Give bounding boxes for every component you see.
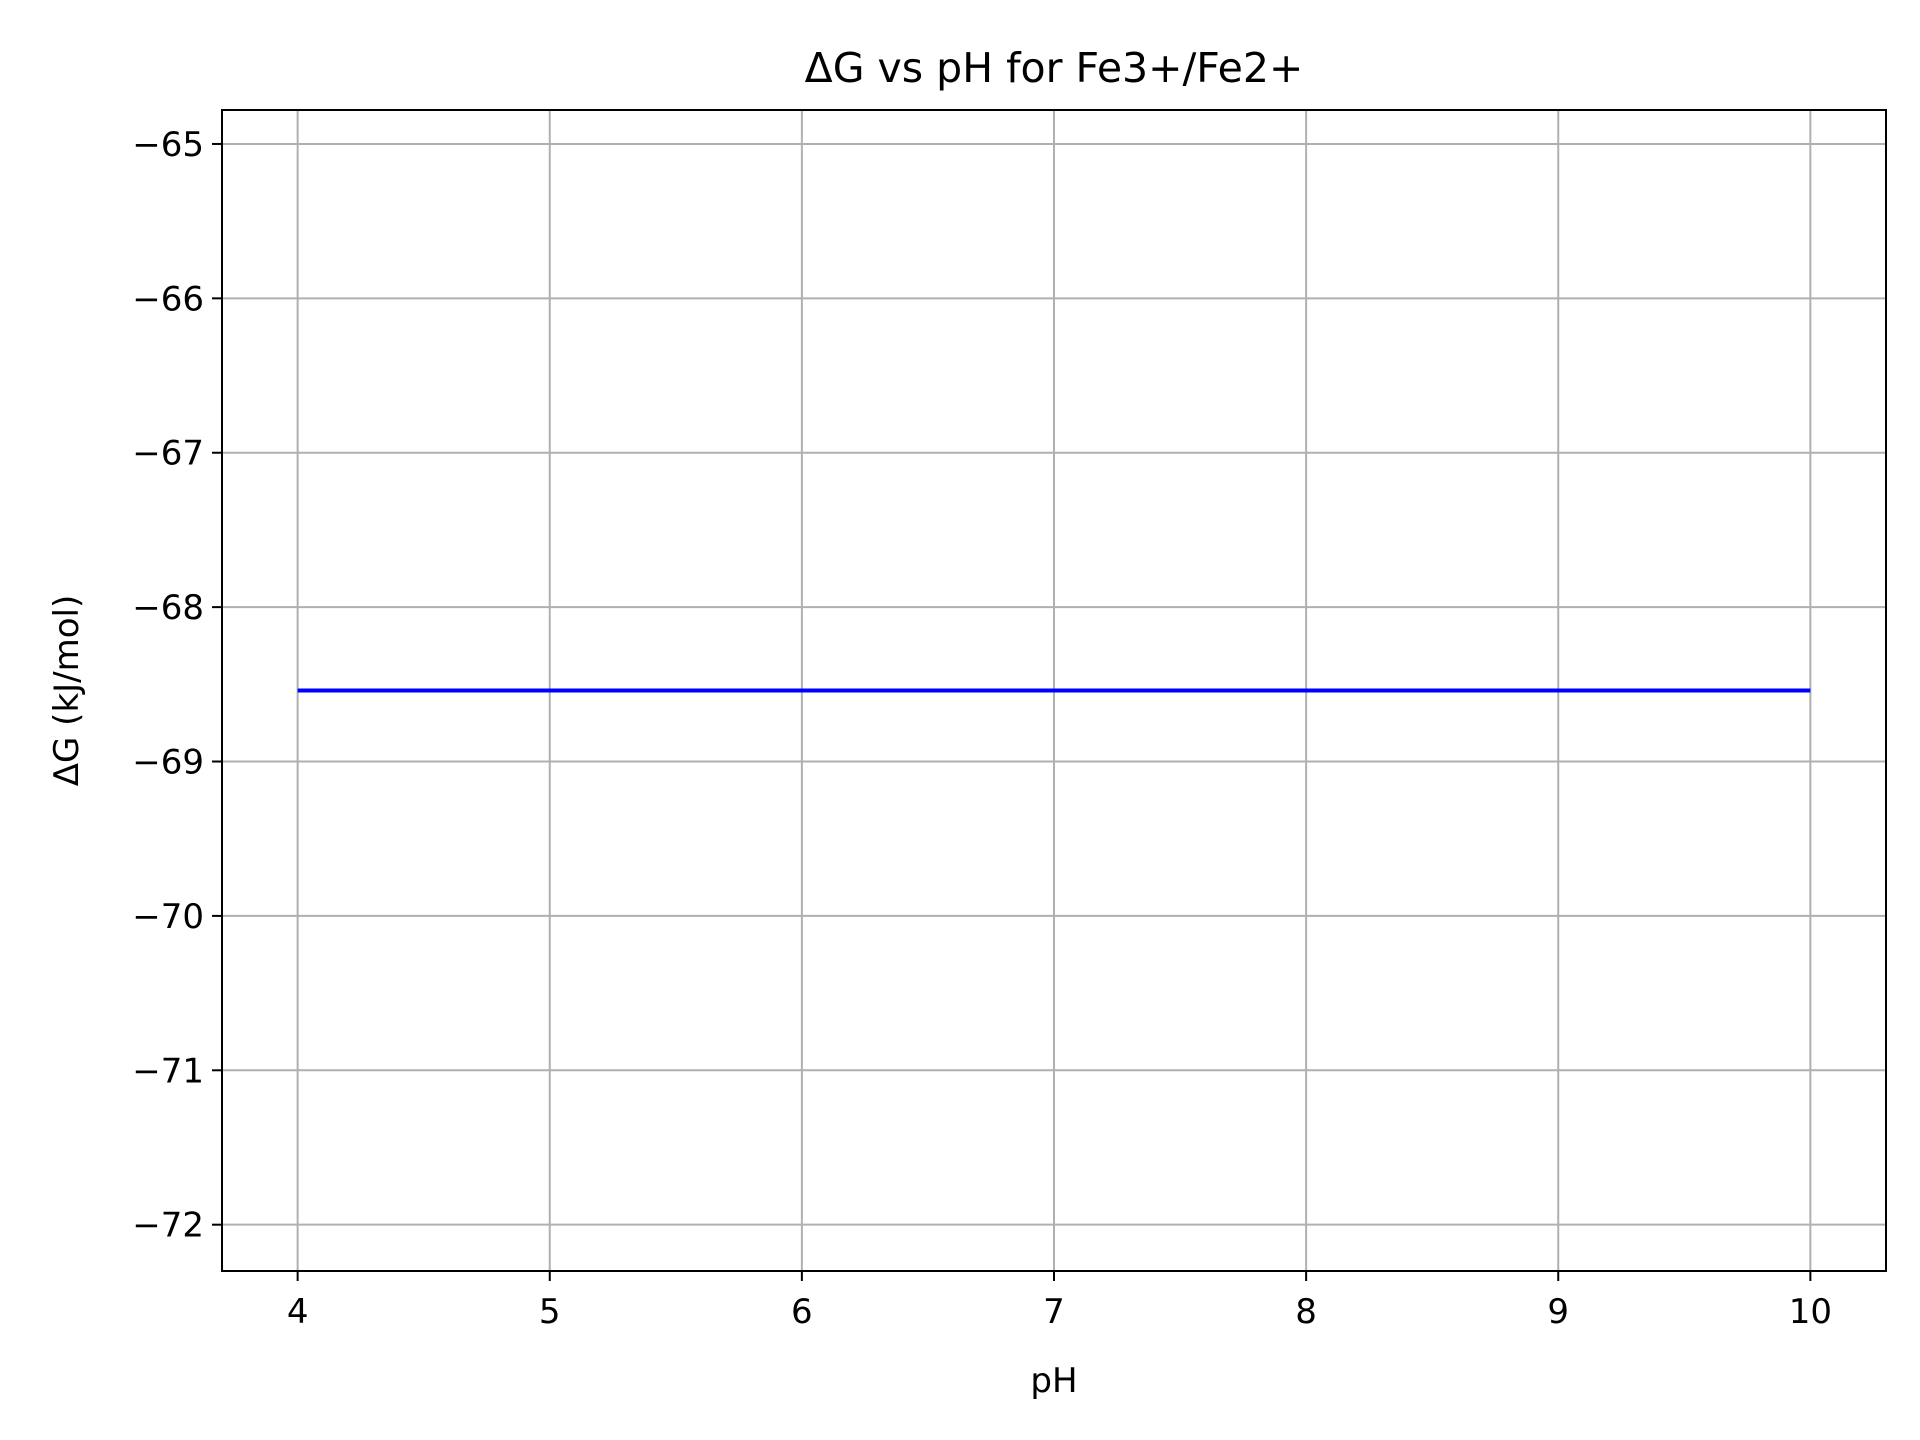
y-axis-label: ΔG (kJ/mol) [47,595,87,786]
y-tick-label: −70 [132,897,204,937]
ticks: 4 5 6 7 8 9 10 −65 −66 −67 −68 −69 −70 −71 −72 [132,125,1832,1332]
y-tick-label: −68 [132,588,204,628]
x-tick-label: 10 [1789,1292,1832,1332]
x-tick-label: 6 [791,1292,813,1332]
y-tick-label: −66 [132,279,204,319]
x-tick-label: 9 [1547,1292,1569,1332]
y-tick-label: −65 [132,125,204,165]
y-tick-label: −67 [132,434,204,474]
x-tick-label: 4 [287,1292,309,1332]
x-tick-label: 7 [1043,1292,1065,1332]
grid [222,110,1886,1271]
y-tick-label: −71 [132,1051,204,1091]
x-tick-label: 5 [539,1292,561,1332]
x-axis-label: pH [1030,1361,1077,1401]
x-tick-label: 8 [1295,1292,1317,1332]
y-tick-label: −72 [132,1206,204,1246]
chart-title: ΔG vs pH for Fe3+/Fe2+ [805,44,1304,92]
y-tick-label: −69 [132,743,204,783]
